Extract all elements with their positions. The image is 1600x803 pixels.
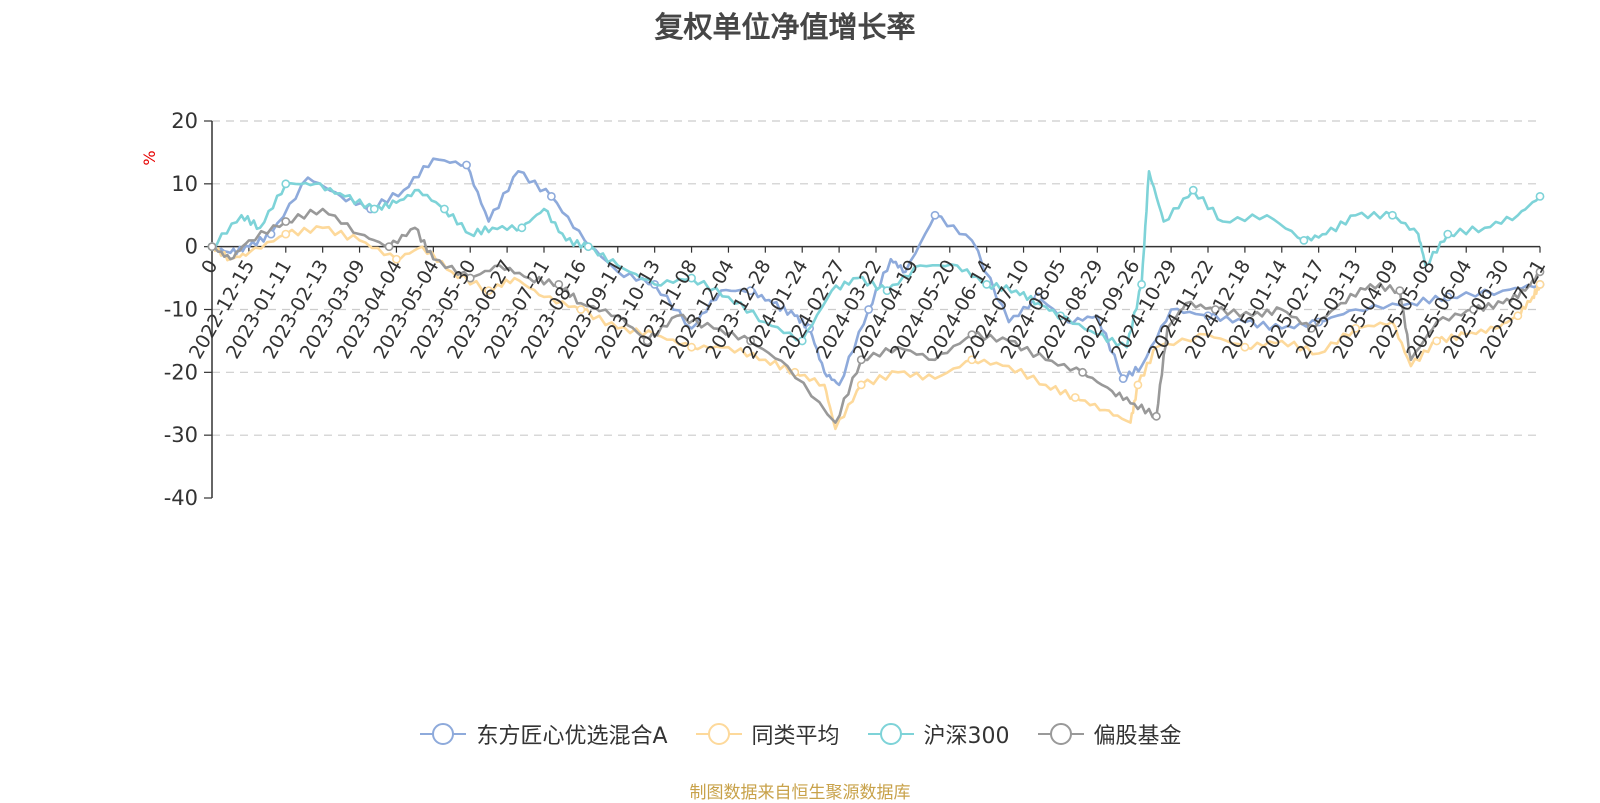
legend-swatch [695,723,742,745]
data-point [281,217,291,226]
data-point [1432,336,1442,346]
data-point [465,273,475,283]
data-point [687,342,696,352]
data-point [583,242,593,252]
data-point [1535,267,1545,277]
data-point [576,305,586,314]
data-point [864,305,874,314]
series-line [211,207,1541,424]
grid-lines [212,120,1540,436]
legend-swatch [1037,723,1084,745]
data-point [517,223,527,233]
legend-item[interactable]: 东方匠心优选混合A [418,718,668,750]
data-point [642,336,652,346]
data-point [1240,342,1250,352]
data-point [1056,311,1065,321]
data-point [1033,292,1043,302]
data-point [1203,311,1213,321]
data-point [1133,380,1143,390]
y-tick-label: 10 [171,172,198,196]
y-tick-label: -10 [164,298,198,322]
data-point [856,355,866,365]
data-point [1443,229,1453,239]
data-point [967,355,977,365]
data-point [797,336,807,346]
data-point [1388,210,1397,220]
legend-label: 沪深300 [923,724,1010,749]
data-point [546,191,556,201]
data-point [1513,311,1523,321]
data-point [462,160,471,170]
data-point [554,279,564,289]
y-tick-labels: 20 10 0 -10 -20 -30 -40 [164,109,198,510]
series-2 [207,170,1545,349]
data-point [1118,374,1128,384]
y-axis-label: % [140,150,159,165]
data-point [281,229,291,239]
data-point [967,330,977,340]
legend-swatch [420,723,467,745]
data-point [1535,191,1545,201]
data-point [392,254,401,264]
y-tick-label: -40 [164,486,198,510]
data-point [207,242,217,252]
legend-item[interactable]: 沪深300 [866,718,1010,750]
data-point [1351,323,1360,333]
legend-swatch [867,723,914,745]
data-point [1469,305,1478,314]
series-line [211,157,1541,387]
data-point [1306,323,1316,333]
chart-title: 复权单位净值增长率 [654,10,916,44]
data-point [687,273,696,283]
legend-label: 同类平均 [751,724,840,749]
data-point [484,286,494,296]
legend-item[interactable]: 偏股基金 [1036,718,1182,750]
data-point [1210,305,1220,314]
data-point [369,204,379,214]
data-point [930,210,940,220]
data-point [1395,286,1405,296]
data-point [281,179,291,189]
data-point [746,286,755,296]
data-point [1299,235,1309,245]
data-point [439,204,449,214]
data-point [1078,367,1087,377]
data-point [882,286,892,296]
data-point [856,380,866,390]
data-source-footer: 制图数据来自恒生聚源数据库 [689,783,911,803]
series-3 [207,207,1545,424]
data-point [1188,185,1198,195]
data-point [982,279,992,289]
data-point [1070,393,1080,402]
chart-legend: 东方匠心优选混合A 同类平均 沪深300 偏股基金 [0,718,1600,750]
y-tick-label: 0 [185,235,198,259]
data-point [1443,292,1453,302]
x-tick-label: 0 [197,256,222,277]
y-tick-label: -20 [164,360,198,384]
y-tick-label: 20 [171,109,198,133]
data-point [746,336,755,346]
series-lines [207,157,1545,431]
y-tick-label: -30 [164,423,198,447]
data-point [384,242,394,252]
legend-item[interactable]: 同类平均 [694,718,840,750]
data-point [1151,411,1161,421]
legend-label: 偏股基金 [1093,724,1182,749]
data-point [1535,279,1545,289]
legend-label: 东方匠心优选混合A [476,724,668,749]
data-point [1137,279,1146,289]
